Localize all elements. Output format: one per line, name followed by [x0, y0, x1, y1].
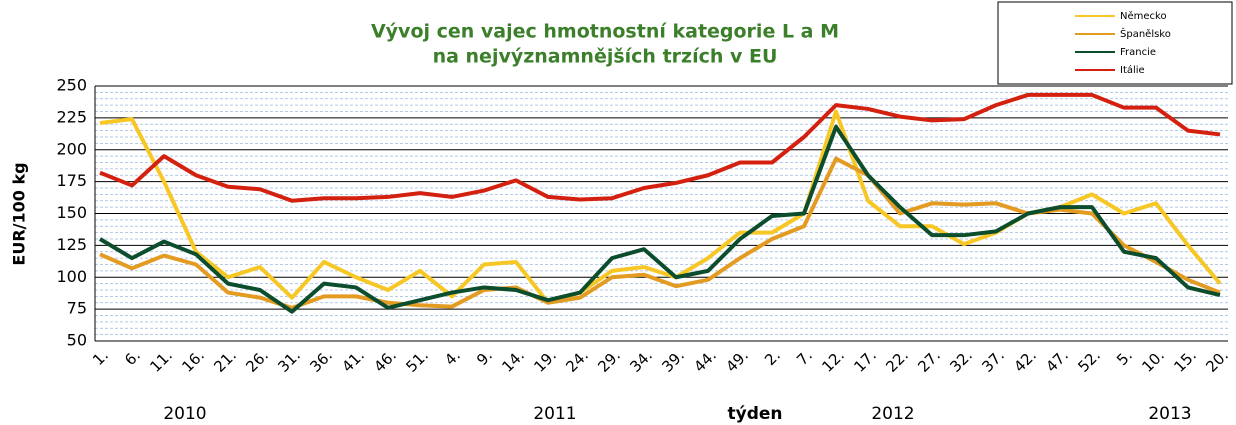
y-tick-label: 75	[67, 299, 87, 318]
x-tick-label: 16.	[178, 346, 208, 376]
chart-subtitle: na nejvýznamnějších trzích v EU	[433, 46, 778, 68]
y-tick-label: 250	[56, 76, 87, 95]
y-tick-label: 125	[56, 235, 87, 254]
series-line	[99, 92, 1221, 203]
x-tick-label: 32.	[946, 346, 976, 376]
x-tick-label: 6.	[121, 346, 144, 369]
legend-label: Španělsko	[1120, 27, 1171, 40]
x-tick-label: 9.	[473, 346, 496, 369]
year-label: 2013	[1148, 404, 1191, 424]
legend-label: Francie	[1120, 47, 1156, 58]
series-line	[98, 124, 1221, 314]
x-tick-label: 31.	[274, 346, 304, 376]
x-tick-label: 15.	[1170, 346, 1200, 376]
x-tick-label: 21.	[210, 346, 240, 376]
x-tick-label: 42.	[1010, 346, 1040, 376]
year-label: 2011	[533, 404, 576, 424]
y-tick-label: 225	[56, 107, 87, 126]
x-tick-label: 27.	[914, 346, 944, 376]
x-tick-label: 10.	[1138, 346, 1168, 376]
x-tick-label: 11.	[146, 346, 176, 376]
x-tick-label: 37.	[978, 346, 1008, 376]
x-tick-label: 1.	[89, 346, 112, 369]
x-tick-label: 51.	[402, 346, 432, 376]
x-tick-label: 14.	[498, 346, 528, 376]
x-tick-label: 36.	[306, 346, 336, 376]
y-tick-label: 150	[56, 203, 87, 222]
x-tick-label: 5.	[1113, 346, 1136, 369]
x-tick-label: 17.	[850, 346, 880, 376]
y-tick-label: 200	[56, 139, 87, 158]
x-tick-label: 12.	[818, 346, 848, 376]
x-tick-label: 22.	[882, 346, 912, 376]
x-tick-label: 46.	[370, 346, 400, 376]
x-tick-label: 7.	[793, 346, 816, 369]
series-line	[99, 156, 1221, 310]
chart-title: Vývoj cen vajec hmotnostní kategorie L a…	[371, 21, 839, 43]
legend-label: Německo	[1120, 10, 1167, 22]
y-tick-label: 175	[56, 171, 87, 190]
x-tick-label: 41.	[338, 346, 368, 376]
legend-box	[997, 1, 1233, 85]
y-tick-label: 100	[56, 267, 87, 286]
year-label: 2010	[163, 404, 206, 424]
x-tick-label: 49.	[722, 346, 752, 376]
x-tick-label: 19.	[530, 346, 560, 376]
x-tick-label: 52.	[1074, 346, 1104, 376]
x-tick-label: 26.	[242, 346, 272, 376]
x-tick-label: 44.	[690, 346, 720, 376]
x-tick-label: 2.	[761, 346, 784, 369]
y-axis-label: EUR/100 kg	[10, 162, 29, 265]
x-tick-label: 24.	[562, 346, 592, 376]
x-tick-label: 34.	[626, 346, 656, 376]
x-tick-label: 39.	[658, 346, 688, 376]
legend-label: Itálie	[1120, 64, 1145, 76]
x-tick-label: 20.	[1202, 346, 1232, 376]
x-axis-label: týden	[727, 404, 782, 424]
y-tick-label: 50	[67, 331, 87, 350]
x-tick-label: 29.	[594, 346, 624, 376]
x-tick-label: 4.	[441, 346, 464, 369]
year-label: 2012	[871, 404, 914, 424]
x-tick-label: 47.	[1042, 346, 1072, 376]
